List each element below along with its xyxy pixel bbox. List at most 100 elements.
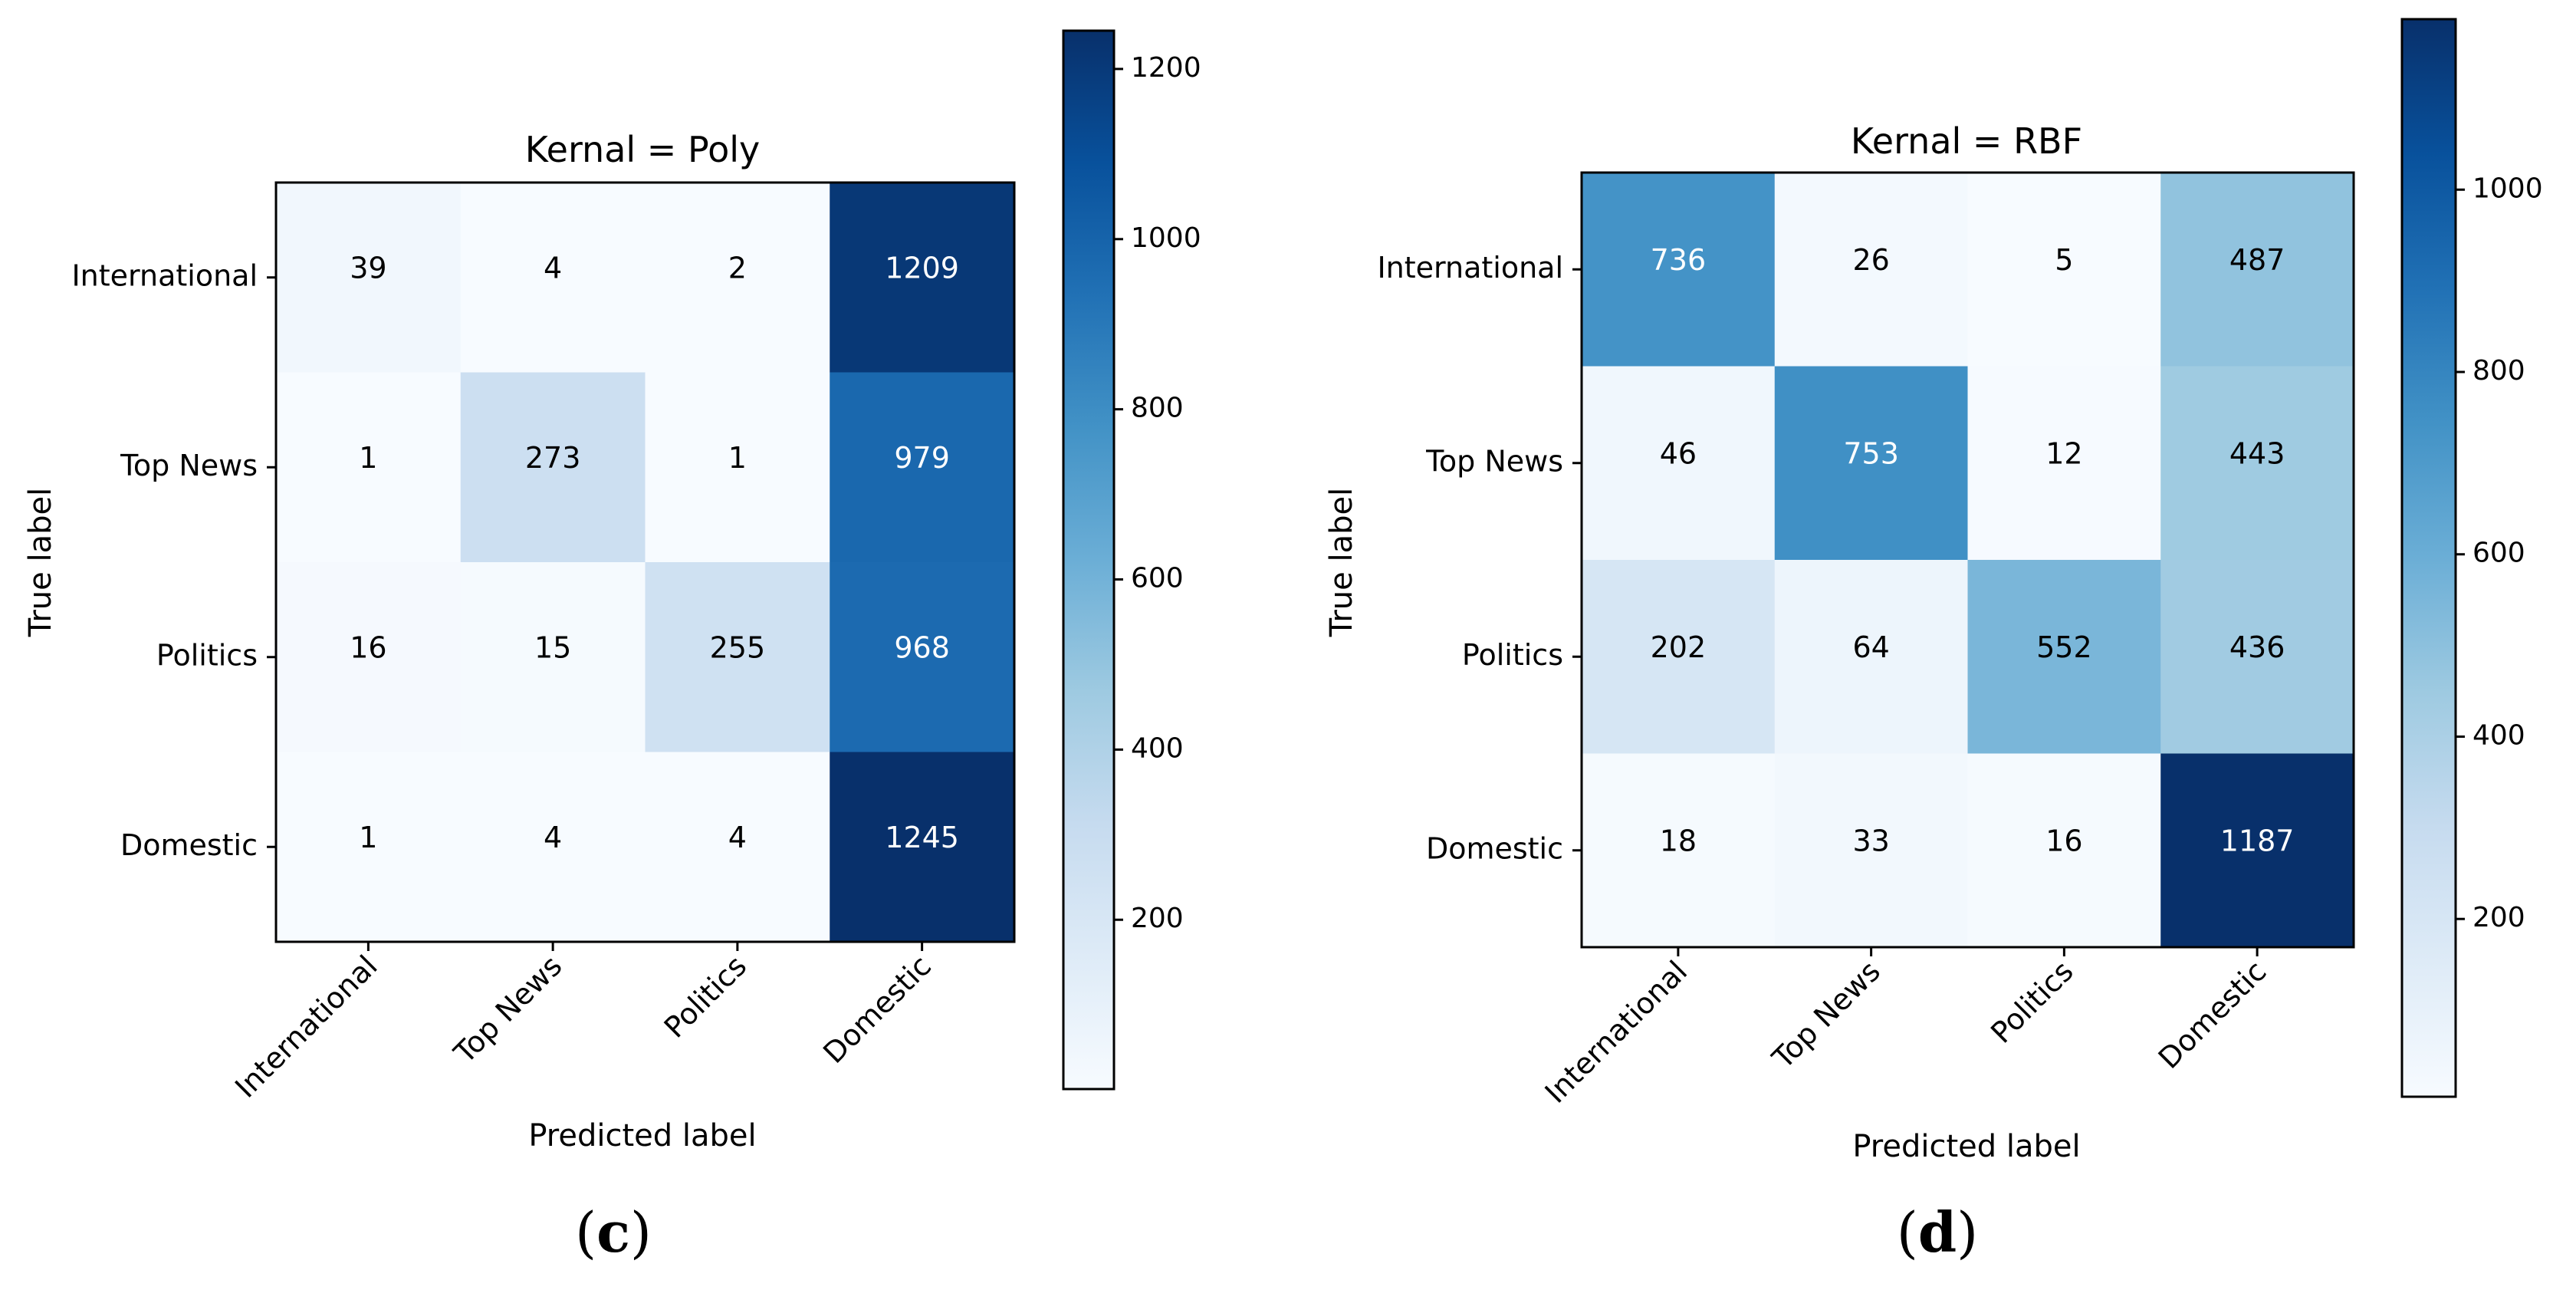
cell-value-label: 979: [894, 441, 950, 475]
heatmap-cell: [645, 752, 830, 943]
colorbar-tick-label: 1000: [2472, 173, 2543, 204]
cell-value-label: 968: [894, 630, 950, 664]
heatmap-cell: [276, 562, 462, 752]
cell-value-label: 552: [2036, 630, 2092, 664]
colorbar-gradient: [2400, 18, 2457, 1098]
y-tick-labels: International Top News Politics Domestic: [1377, 251, 1582, 865]
cell-value-label: 1: [359, 441, 377, 475]
y-tick-label: Domestic: [120, 828, 258, 862]
cell-value-label: 436: [2229, 630, 2285, 664]
cell-value-label: 255: [710, 630, 766, 664]
cell-value-label: 16: [2045, 824, 2082, 857]
heatmap-cell: [1967, 560, 2161, 754]
x-tick-label: Domestic: [2152, 954, 2273, 1075]
y-tick-label: Domestic: [1426, 831, 1563, 865]
chart-title: Kernal = Poly: [525, 129, 760, 170]
y-tick-label: Top News: [120, 449, 258, 482]
colorbar-tick-label: 400: [1131, 732, 1184, 764]
cell-value-label: 12: [2045, 436, 2082, 470]
heatmap-cell: [645, 372, 830, 563]
heatmap-cell: [1774, 366, 1968, 561]
y-tick-label: International: [71, 258, 258, 292]
heatmap-cell: [1774, 560, 1968, 754]
cell-value-label: 33: [1852, 824, 1889, 857]
heatmap-cell: [1774, 173, 1968, 367]
x-tick-labels: International Top News Politics Domestic: [228, 942, 938, 1104]
cell-value-label: 2: [728, 251, 747, 285]
heatmap-cell: [1967, 173, 2161, 367]
cell-value-label: 202: [1651, 630, 1707, 664]
heatmap-cell: [830, 562, 1015, 752]
colorbar-tick-label: 400: [2472, 719, 2525, 751]
heatmap-cell: [276, 183, 462, 373]
heatmap-cell: [460, 372, 646, 563]
cell-value-label: 46: [1660, 436, 1697, 470]
cell-value-label: 64: [1852, 630, 1889, 664]
cell-value-label: 1209: [885, 251, 959, 285]
cell-value-label: 4: [728, 821, 747, 854]
x-tick-label: Top News: [1766, 954, 1887, 1075]
confusion-matrix-poly: Kernal = Poly 39 4 2 1209 1 273 1 979 16 15 255 968…: [23, 29, 1201, 1265]
heatmap-cells: [276, 183, 1015, 943]
heatmap-cell: [830, 183, 1015, 373]
cell-value-label: 487: [2229, 243, 2285, 277]
cell-value-label: 18: [1660, 824, 1697, 857]
y-tick-label: Politics: [1462, 638, 1563, 672]
cell-value-labels: 736 26 5 487 46 753 12 443 202 64 552 436 18 33 16 1187: [1651, 243, 2295, 858]
cell-value-label: 443: [2229, 436, 2285, 470]
y-axis-label: True label: [23, 488, 58, 637]
x-tick-label: Domestic: [816, 949, 938, 1070]
cell-value-label: 4: [544, 821, 562, 854]
heatmap-cell: [645, 562, 830, 752]
colorbar-tick-label: 800: [2472, 355, 2525, 387]
colorbar-gradient: [1062, 29, 1116, 1091]
heatmap-cell: [2160, 366, 2354, 561]
y-tick-label: International: [1377, 251, 1563, 285]
cell-value-label: 1245: [885, 821, 959, 854]
cell-value-label: 4: [544, 251, 562, 285]
x-axis-label: Predicted label: [1852, 1129, 2080, 1164]
plot-frame: [274, 181, 1016, 943]
heatmap-cell: [276, 372, 462, 563]
colorbar-tick-label: 200: [2472, 902, 2525, 933]
heatmap-cell: [460, 183, 646, 373]
cell-value-label: 1: [359, 821, 377, 854]
heatmap-cell: [830, 372, 1015, 563]
colorbar-tick-label: 600: [1131, 563, 1184, 594]
cell-value-label: 1187: [2220, 824, 2295, 857]
colorbar-tick-label: 1000: [1131, 222, 1201, 254]
colorbar-tick-label: 200: [1131, 903, 1184, 934]
heatmap-cell: [645, 183, 830, 373]
cell-value-label: 5: [2055, 243, 2073, 277]
colorbar-tick-label: 1200: [1131, 52, 1201, 84]
cell-value-label: 753: [1843, 436, 1899, 470]
confusion-matrix-rbf: Kernal = RBF 736 26 5 487 46 753 12 443 202 64 552…: [1324, 18, 2543, 1265]
colorbar-tick-label: 800: [1131, 393, 1184, 424]
heatmap-cell: [1582, 366, 1776, 561]
heatmap-cell: [460, 562, 646, 752]
x-tick-labels: International Top News Politics Domestic: [1539, 947, 2273, 1110]
heatmap-cell: [2160, 753, 2354, 948]
x-axis-label: Predicted label: [528, 1118, 756, 1153]
colorbar: 200 400 600 800 1000: [2400, 18, 2543, 1098]
colorbar-tick-label: 600: [2472, 538, 2525, 569]
cell-value-label: 15: [534, 630, 571, 664]
x-tick-label: International: [1539, 954, 1694, 1110]
heatmap-cell: [276, 752, 462, 943]
y-tick-labels: International Top News Politics Domestic: [71, 258, 276, 862]
heatmap-cells: [1582, 173, 2354, 948]
panel-label-c: (c): [575, 1200, 652, 1265]
y-tick-label: Top News: [1425, 444, 1563, 478]
heatmap-cell: [1582, 173, 1776, 367]
colorbar: 200 400 600 800 1000 1200: [1062, 29, 1201, 1091]
cell-value-label: 1: [728, 441, 747, 475]
heatmap-cell: [1967, 753, 2161, 948]
heatmap-cell: [1582, 560, 1776, 754]
y-axis-label: True label: [1324, 488, 1359, 637]
x-tick-label: International: [228, 949, 384, 1104]
x-tick-label: Politics: [658, 949, 754, 1045]
chart-title: Kernal = RBF: [1851, 120, 2082, 162]
panel-label-d: (d): [1897, 1200, 1979, 1265]
plot-frame: [1580, 171, 2355, 949]
heatmap-cell: [460, 752, 646, 943]
